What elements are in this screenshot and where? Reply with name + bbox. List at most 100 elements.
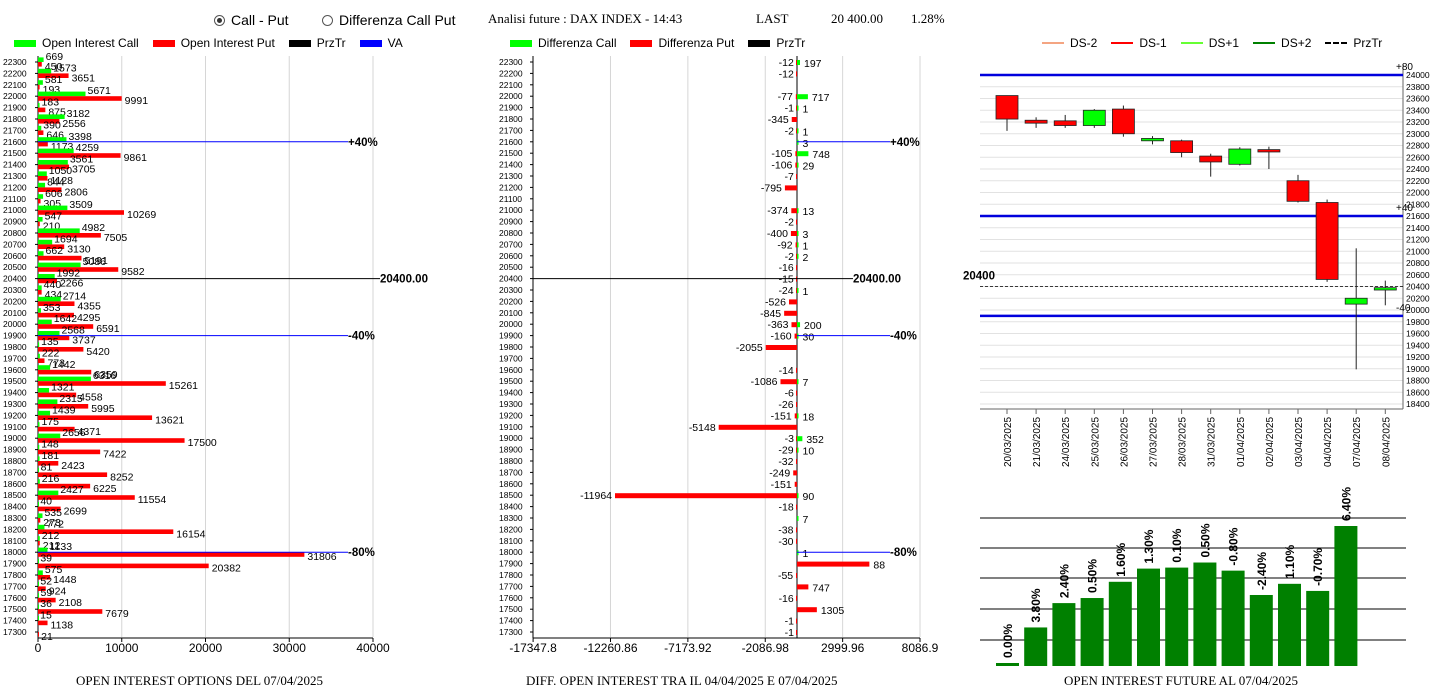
candle-body [1228,148,1252,165]
bar-future-oi [996,663,1019,666]
radio-differenza[interactable]: Differenza Call Put [322,12,455,28]
bar-call [38,399,58,404]
label-diff-call: 1 [803,240,809,252]
strike-label: 21500 [3,148,27,158]
label-diff-put: -16 [779,593,794,605]
strike-label: 19800 [3,342,27,352]
bar-diff-put [796,527,797,533]
ref-line-label: -40% [890,331,917,343]
radio-call-put[interactable]: Call - Put [214,12,289,28]
legend-label-diff-call: Differenza Call [538,36,617,50]
bar-label: 0.10% [1170,528,1184,562]
bar-future-oi [1334,526,1358,666]
y-tick-label: 21000 [1406,246,1430,256]
label-call: 15 [40,610,52,622]
bar-put [38,255,82,261]
bar-put [38,506,61,512]
analysis-title: Analisi future : DAX INDEX - 14:43 [488,11,683,26]
bar-label: 2.40% [1057,564,1071,598]
date-label: 27/03/2025 [1149,417,1160,467]
bar-diff-call [797,151,809,157]
strike-label: 19600 [499,365,523,375]
label-put: 3130 [67,243,91,255]
label-call: 4259 [76,142,100,154]
strike-label: 19100 [3,422,27,432]
bar-put [38,426,75,432]
bar-call [38,57,44,62]
bar-call [38,422,40,427]
bar-call [38,502,39,507]
strike-label: 19300 [3,399,27,409]
label-call: 36 [40,598,52,610]
bar-diff-call [797,253,799,259]
bar-future-oi [1193,562,1217,666]
strike-label: 19900 [3,331,27,341]
bar-put [38,358,45,363]
candle-body [1141,138,1164,142]
label-diff-put: -7 [785,171,794,183]
bar-call [38,160,68,165]
label-call: 440 [44,279,62,291]
date-label: 03/04/2025 [1294,417,1305,467]
date-label: 31/03/2025 [1207,417,1218,467]
label-call: 59 [40,587,52,599]
strike-label: 18900 [499,445,523,455]
legend-line-ds+2 [1253,42,1276,44]
label-diff-call: 747 [812,582,830,594]
bar-label: 0.50% [1086,559,1100,593]
radio-selected-icon[interactable] [214,14,225,26]
label-call: 1992 [57,268,81,280]
strike-label: 19300 [499,399,523,409]
bar-label: 3.80% [1029,588,1043,622]
label-call: 181 [42,450,60,462]
legend-panel3: DS-2 DS-1 DS+1 DS+2 PrzTr [1028,36,1382,50]
bar-put [38,233,101,238]
label-call: 52 [40,575,52,587]
label-put: 2266 [60,278,84,290]
strike-label: 20200 [3,296,27,306]
bar-diff-put [796,630,797,635]
label-put: 5420 [86,346,110,358]
bar-diff-call [797,493,799,499]
label-call: 212 [42,530,60,542]
label-put: 5191 [84,255,108,267]
label-put: 21 [41,631,53,643]
legend-panel1: Open Interest Call Open Interest Put Prz… [0,36,403,50]
bar-put [38,84,40,90]
label-diff-put: -29 [778,445,793,457]
bar-put [38,392,77,398]
x-tick-label: 8086.9 [902,641,939,655]
y-tick-label: 19000 [1406,364,1430,374]
bar-call [38,570,43,575]
y-tick-label: 20400 [1406,282,1430,292]
label-call: 1439 [52,404,76,416]
label-diff-put: -12 [779,57,794,69]
bar-put [38,187,62,192]
strike-label: 20400 [499,274,523,284]
caption-diff-open-interest: DIFF. OPEN INTEREST TRA IL 04/04/2025 E … [526,673,838,688]
bar-call [38,536,40,541]
x-tick-label: 20000 [189,641,223,655]
bar-call [38,479,40,484]
legend-swatch-diff-call [510,39,532,47]
bar-diff-put [796,504,797,510]
bar-call [38,194,44,199]
label-call: 135 [41,336,59,348]
legend-label-ds+2: DS+2 [1281,36,1312,50]
y-tick-label: 21400 [1406,223,1430,233]
radio-unselected-icon[interactable] [322,14,333,26]
bar-future-oi [1080,598,1104,666]
strike-label: 19400 [499,388,523,398]
bar-diff-call [797,208,799,214]
label-diff-put: -105 [771,148,792,160]
label-put: 2108 [59,597,83,609]
strike-label: 20200 [499,296,523,306]
bar-call [38,103,40,108]
y-tick-label: 21800 [1406,199,1430,209]
bar-diff-put [796,618,797,624]
x-tick-label: 30000 [273,641,307,655]
ref-line-label: -40 [1396,303,1411,314]
label-put: 6225 [93,483,117,495]
label-diff-put: -845 [760,308,781,320]
strike-label: 20900 [3,217,27,227]
